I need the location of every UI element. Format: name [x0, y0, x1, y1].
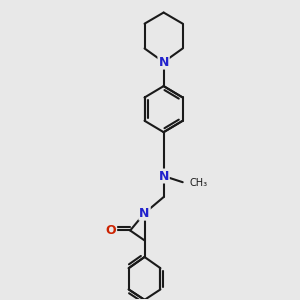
Text: N: N: [140, 207, 150, 220]
Text: O: O: [106, 224, 116, 237]
Text: N: N: [158, 169, 169, 182]
Text: N: N: [158, 56, 169, 69]
Text: CH₃: CH₃: [190, 178, 208, 188]
